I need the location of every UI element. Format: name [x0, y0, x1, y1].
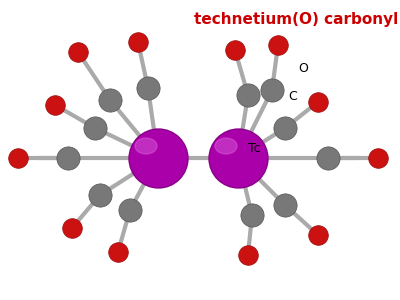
Point — [15, 156, 21, 161]
Point — [92, 126, 98, 130]
Point — [52, 103, 58, 107]
Text: technetium(O) carbonyl: technetium(O) carbonyl — [194, 12, 398, 27]
Point — [282, 202, 288, 207]
Point — [69, 226, 75, 230]
Point — [269, 88, 275, 92]
Text: O: O — [298, 61, 308, 74]
Ellipse shape — [135, 138, 157, 154]
Text: C: C — [288, 89, 297, 103]
Point — [115, 250, 121, 254]
Point — [245, 253, 251, 257]
Point — [145, 85, 151, 90]
Point — [315, 232, 321, 237]
Point — [235, 156, 241, 161]
Point — [65, 156, 71, 161]
Point — [232, 48, 238, 52]
Point — [127, 208, 133, 212]
Point — [245, 93, 251, 98]
Ellipse shape — [215, 138, 237, 154]
Point — [249, 213, 255, 218]
Point — [107, 98, 113, 102]
Point — [282, 126, 288, 130]
Point — [275, 43, 281, 47]
Point — [325, 156, 331, 161]
Point — [135, 40, 141, 44]
Point — [375, 156, 381, 161]
Text: Tc: Tc — [248, 142, 261, 154]
Point — [155, 156, 161, 161]
Point — [97, 193, 103, 197]
Point — [75, 50, 81, 54]
Point — [315, 100, 321, 104]
